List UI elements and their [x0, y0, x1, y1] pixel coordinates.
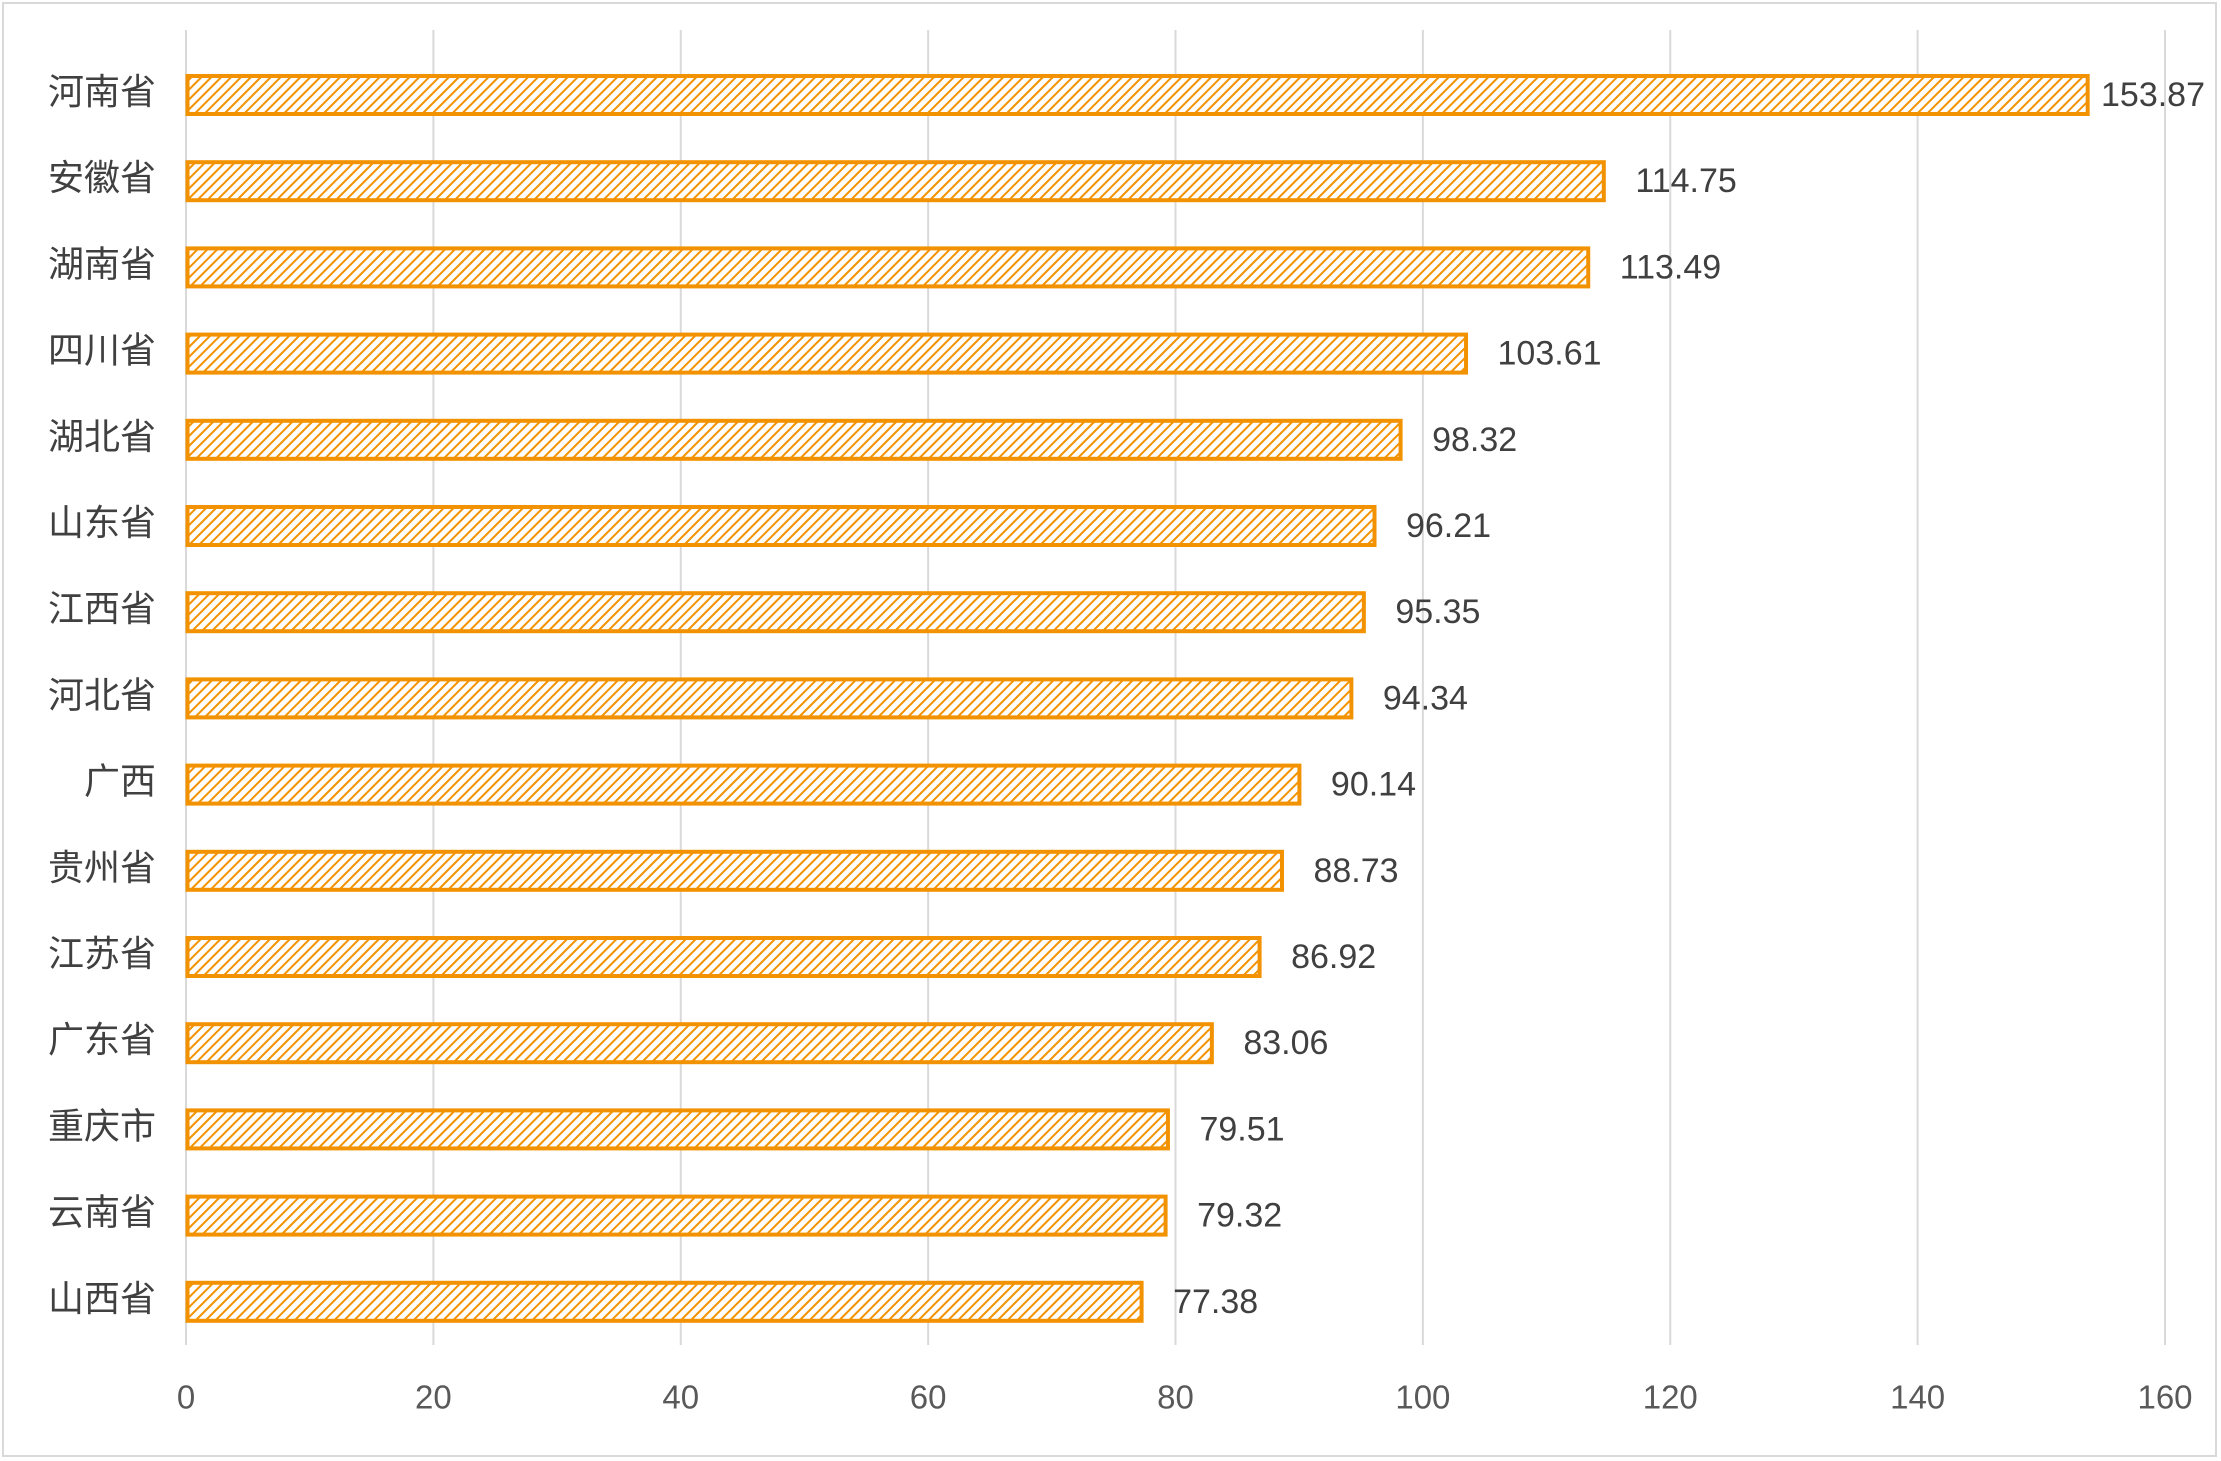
data-label: 88.73	[1313, 852, 1398, 890]
bar	[185, 1022, 1214, 1065]
category-label: 广东省	[48, 1020, 156, 1061]
data-label: 95.35	[1395, 593, 1480, 631]
x-tick-label: 60	[910, 1379, 947, 1416]
bar	[185, 418, 1403, 461]
category-label: 山西省	[48, 1279, 156, 1320]
data-label: 94.34	[1383, 679, 1468, 717]
bar	[185, 74, 2090, 116]
data-label: 77.38	[1173, 1283, 1258, 1321]
category-label: 广西	[84, 762, 156, 803]
data-label: 98.32	[1432, 421, 1517, 459]
data-labels: 153.87 114.75 113.49 103.61 98.32 96.21 95.35 9…	[1173, 76, 2205, 1321]
bar	[185, 160, 1606, 203]
x-tick-label: 100	[1395, 1379, 1450, 1416]
category-label: 贵州省	[48, 848, 156, 889]
category-label: 湖南省	[48, 244, 156, 285]
category-label: 河南省	[48, 72, 156, 113]
data-label: 113.49	[1620, 248, 1721, 286]
bar	[185, 763, 1302, 806]
data-label: 79.51	[1199, 1110, 1284, 1148]
x-tick-label: 120	[1643, 1379, 1698, 1416]
category-label: 湖北省	[48, 417, 156, 458]
bar	[185, 246, 1591, 289]
data-label: 90.14	[1331, 766, 1416, 804]
x-tick-label: 160	[2137, 1379, 2192, 1416]
category-label: 重庆市	[48, 1106, 156, 1147]
category-label: 安徽省	[48, 158, 156, 199]
bar	[185, 1108, 1170, 1151]
x-tick-label: 40	[662, 1379, 699, 1416]
category-labels: 河南省安徽省湖南省四川省湖北省山东省江西省河北省广西贵州省江苏省广东省重庆市云南…	[48, 72, 156, 1320]
category-label: 江西省	[48, 589, 156, 630]
bar	[185, 936, 1262, 978]
bar	[185, 677, 1354, 720]
bar	[185, 591, 1366, 634]
category-label: 江苏省	[48, 934, 156, 975]
x-tick-label: 140	[1890, 1379, 1945, 1416]
data-label: 79.32	[1197, 1197, 1282, 1235]
bar	[185, 1280, 1144, 1323]
data-label: 153.87	[2101, 76, 2205, 114]
bar	[185, 332, 1469, 375]
data-label: 103.61	[1498, 335, 1602, 373]
x-tick-label: 80	[1157, 1379, 1194, 1416]
x-axis-ticks: 0 20 40 60 80 100 120 140 160	[177, 1379, 2193, 1416]
category-label: 山东省	[48, 503, 156, 544]
category-label: 河北省	[48, 675, 156, 716]
data-label: 83.06	[1243, 1024, 1328, 1062]
category-label: 云南省	[48, 1193, 156, 1234]
bar	[185, 1194, 1168, 1237]
x-tick-label: 20	[415, 1379, 452, 1416]
data-label: 96.21	[1406, 507, 1491, 545]
bars	[185, 74, 2090, 1323]
data-label: 114.75	[1635, 162, 1736, 200]
bar	[185, 849, 1284, 892]
x-tick-label: 0	[177, 1379, 195, 1416]
category-label: 四川省	[48, 331, 156, 372]
bar	[185, 505, 1377, 547]
data-label: 86.92	[1291, 938, 1376, 976]
